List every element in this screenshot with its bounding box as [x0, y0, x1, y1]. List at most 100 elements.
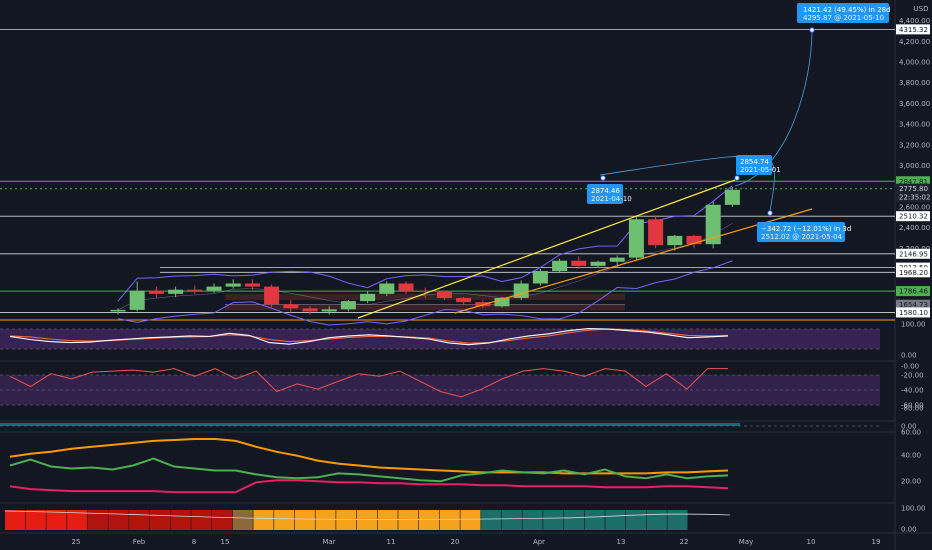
price-tag[interactable]: 2847.81 — [896, 176, 930, 187]
price-tag[interactable]: 2510.32 — [896, 211, 930, 222]
time-tick-label[interactable]: 20 — [451, 538, 460, 546]
candle-body[interactable] — [571, 260, 587, 266]
heatmap-bar — [129, 510, 150, 530]
candle-body[interactable] — [667, 235, 683, 246]
upper-trendline[interactable] — [357, 179, 736, 319]
price-tag[interactable]: 1968.20 — [896, 267, 930, 278]
candle-body[interactable] — [552, 260, 568, 272]
heatmap-bar — [481, 510, 502, 530]
anchor-point-c[interactable] — [767, 210, 773, 216]
candle-body[interactable] — [456, 297, 472, 303]
price-tag[interactable]: 2146.95 — [896, 248, 930, 259]
price-tag-label: 1654.73 — [899, 301, 928, 309]
heatmap-bar — [212, 510, 233, 530]
candle-body[interactable] — [244, 283, 260, 287]
time-tick-label[interactable]: Apr — [533, 538, 545, 546]
heatmap-bar — [460, 510, 481, 530]
candle-body[interactable] — [590, 261, 606, 266]
time-tick-label[interactable]: 25 — [72, 538, 81, 546]
candle-body[interactable] — [129, 290, 145, 310]
heatmap-bar — [67, 510, 88, 530]
price-tick-label: 4,200.00 — [899, 38, 930, 46]
callout-a-value: 2874.46 — [591, 187, 620, 195]
osc4-heatmap — [4, 510, 731, 530]
candle-body[interactable] — [648, 219, 664, 246]
heatmap-bar — [274, 510, 295, 530]
candle-body[interactable] — [475, 302, 491, 307]
lower-trendline[interactable] — [454, 208, 813, 314]
candle-body[interactable] — [302, 308, 318, 312]
time-tick-label[interactable]: Mar — [322, 538, 335, 546]
candle-body[interactable] — [724, 189, 740, 205]
osc3-lines — [9, 438, 729, 494]
osc-tick-label: -0.00 — [901, 363, 919, 371]
callout-a-date: 2021-04-10 — [591, 195, 632, 203]
candle-body[interactable] — [168, 289, 184, 294]
osc2-line — [9, 368, 728, 398]
heatmap-bar — [646, 510, 667, 530]
price-tick-label: 2,600.00 — [899, 203, 930, 211]
callout-point-a[interactable]: 2874.46 2021-04-10 — [587, 184, 632, 204]
oscillator-tick-labels: 100.00 0.00 -0.00-20.00 -40.00 -60.00-80.00 0… — [901, 321, 926, 534]
heatmap-bar — [667, 510, 688, 530]
candle-body[interactable] — [340, 301, 356, 310]
candle-body[interactable] — [609, 257, 625, 262]
price-tag[interactable]: 2775.80 — [896, 183, 930, 194]
anchor-point-d[interactable] — [809, 27, 815, 33]
price-tag[interactable]: 1654.73 — [896, 299, 930, 310]
time-tick-label[interactable]: 11 — [387, 538, 396, 546]
candle-body[interactable] — [532, 271, 548, 284]
price-tag[interactable]: 4315.32 — [896, 24, 930, 35]
time-axis-labels[interactable]: 25 Feb 8 15 Mar 11 20 Apr 13 22 May 10 19 — [72, 538, 881, 546]
time-tick-label[interactable]: 8 — [192, 538, 196, 546]
heatmap-bar — [46, 510, 67, 530]
candle-body[interactable] — [283, 304, 299, 309]
candle-body[interactable] — [360, 293, 376, 302]
osc-tick-label: -80.00 — [901, 405, 924, 413]
demand-zone — [225, 304, 625, 311]
callout-top-measure[interactable]: 1421.42 (49.45%) in 28d 4295.87 @ 2021-0… — [797, 3, 891, 23]
candle-body[interactable] — [264, 286, 280, 305]
time-tick-label[interactable]: Feb — [133, 538, 146, 546]
time-tick-label[interactable]: 10 — [807, 538, 816, 546]
candle-body[interactable] — [148, 290, 164, 294]
osc-tick-label: -40.00 — [901, 387, 924, 395]
rise-projection-arc[interactable] — [734, 29, 813, 187]
time-tick-label[interactable]: May — [739, 538, 753, 546]
candle-body[interactable] — [705, 204, 721, 245]
callout-point-b[interactable]: 2854.74 2021-05-01 — [736, 155, 781, 175]
price-tag[interactable]: 1580.10 — [896, 307, 930, 318]
candle-body[interactable] — [417, 290, 433, 292]
candle-body[interactable] — [398, 283, 414, 291]
osc3-adx-line — [9, 438, 729, 475]
time-tick-label[interactable]: 22 — [680, 538, 689, 546]
price-tick-label: 3,000.00 — [899, 162, 930, 170]
candle-body[interactable] — [187, 289, 203, 291]
candle-body[interactable] — [436, 291, 452, 298]
time-tick-label[interactable]: 19 — [872, 538, 881, 546]
price-tick-label: 3,200.00 — [899, 141, 930, 149]
price-tag[interactable]: 22:35:02 — [896, 192, 930, 202]
candle-body[interactable] — [379, 283, 395, 294]
time-tick-label[interactable]: 15 — [221, 538, 230, 546]
candle-body[interactable] — [225, 283, 241, 287]
candle-body[interactable] — [321, 309, 337, 312]
heatmap-bar — [294, 510, 315, 530]
band-lower — [117, 260, 733, 326]
candle-body[interactable] — [110, 309, 126, 312]
heatmap-bar — [170, 510, 191, 530]
heatmap-bar — [543, 510, 564, 530]
candle-body[interactable] — [206, 286, 222, 291]
price-tag[interactable]: 1786.46 — [896, 286, 930, 297]
candle-body[interactable] — [494, 297, 510, 307]
callout-drop-measure[interactable]: −342.72 (−12.01%) in 3d 2512.02 @ 2021-0… — [757, 222, 851, 242]
time-tick-label[interactable]: 13 — [617, 538, 626, 546]
anchor-point-a[interactable] — [600, 175, 606, 181]
heatmap-bar — [522, 510, 543, 530]
candle-body[interactable] — [686, 235, 702, 245]
candle-body[interactable] — [628, 219, 644, 258]
anchor-point-b[interactable] — [734, 175, 740, 181]
candlesticks[interactable] — [110, 187, 740, 315]
